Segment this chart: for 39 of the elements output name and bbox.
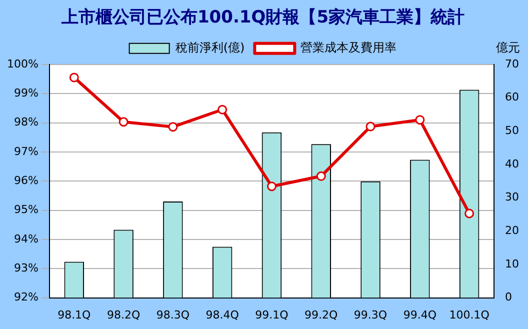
- x-tick-label: 99.2Q: [304, 308, 338, 322]
- y2-tick-label: 10: [505, 257, 520, 270]
- point: [69, 72, 79, 82]
- x-tick-label: 98.4Q: [206, 308, 240, 322]
- y2-tick-label: 70: [505, 57, 520, 70]
- y-tick-label: 92%: [14, 290, 38, 304]
- point: [218, 104, 228, 114]
- x-tick-label: 99.4Q: [403, 308, 437, 322]
- y2-tick-label: 30: [505, 190, 520, 204]
- y-tick-label: 97%: [14, 144, 38, 158]
- y2-tick-label: 60: [505, 90, 520, 104]
- point: [118, 117, 128, 127]
- y-tick-label: 100%: [6, 57, 38, 70]
- y2-axis-title: 億元: [496, 40, 520, 55]
- y-tick-label: 93%: [14, 261, 38, 274]
- y2-tick-label: 50: [505, 124, 520, 137]
- x-tick-label: 98.2Q: [106, 308, 140, 322]
- x-tick-label: 99.3Q: [354, 308, 388, 322]
- y2-tick-label: 20: [505, 224, 520, 237]
- x-tick-label: 100.1Q: [449, 308, 490, 322]
- y2-tick-label: 0: [505, 290, 512, 304]
- y-tick-label: 99%: [14, 86, 38, 100]
- x-tick-label: 99.1Q: [255, 308, 289, 322]
- point: [415, 115, 425, 125]
- y-tick-label: 95%: [14, 203, 38, 216]
- chart-title: 上市櫃公司已公布100.1Q財報【5家汽車工業】統計: [60, 8, 465, 28]
- x-tick-label: 98.1Q: [58, 308, 92, 322]
- y2-tick-label: 40: [505, 157, 520, 170]
- point: [168, 122, 178, 132]
- legend-label: 營業成本及費用率: [300, 40, 397, 55]
- point: [464, 208, 474, 218]
- y-tick-label: 94%: [14, 232, 38, 246]
- legend-label: 稅前淨利(億): [175, 40, 245, 55]
- x-tick-label: 98.3Q: [156, 308, 190, 322]
- y-tick-label: 98%: [14, 116, 38, 129]
- point: [366, 122, 376, 132]
- point: [266, 182, 276, 192]
- point: [316, 171, 326, 181]
- y-tick-label: 96%: [14, 174, 38, 187]
